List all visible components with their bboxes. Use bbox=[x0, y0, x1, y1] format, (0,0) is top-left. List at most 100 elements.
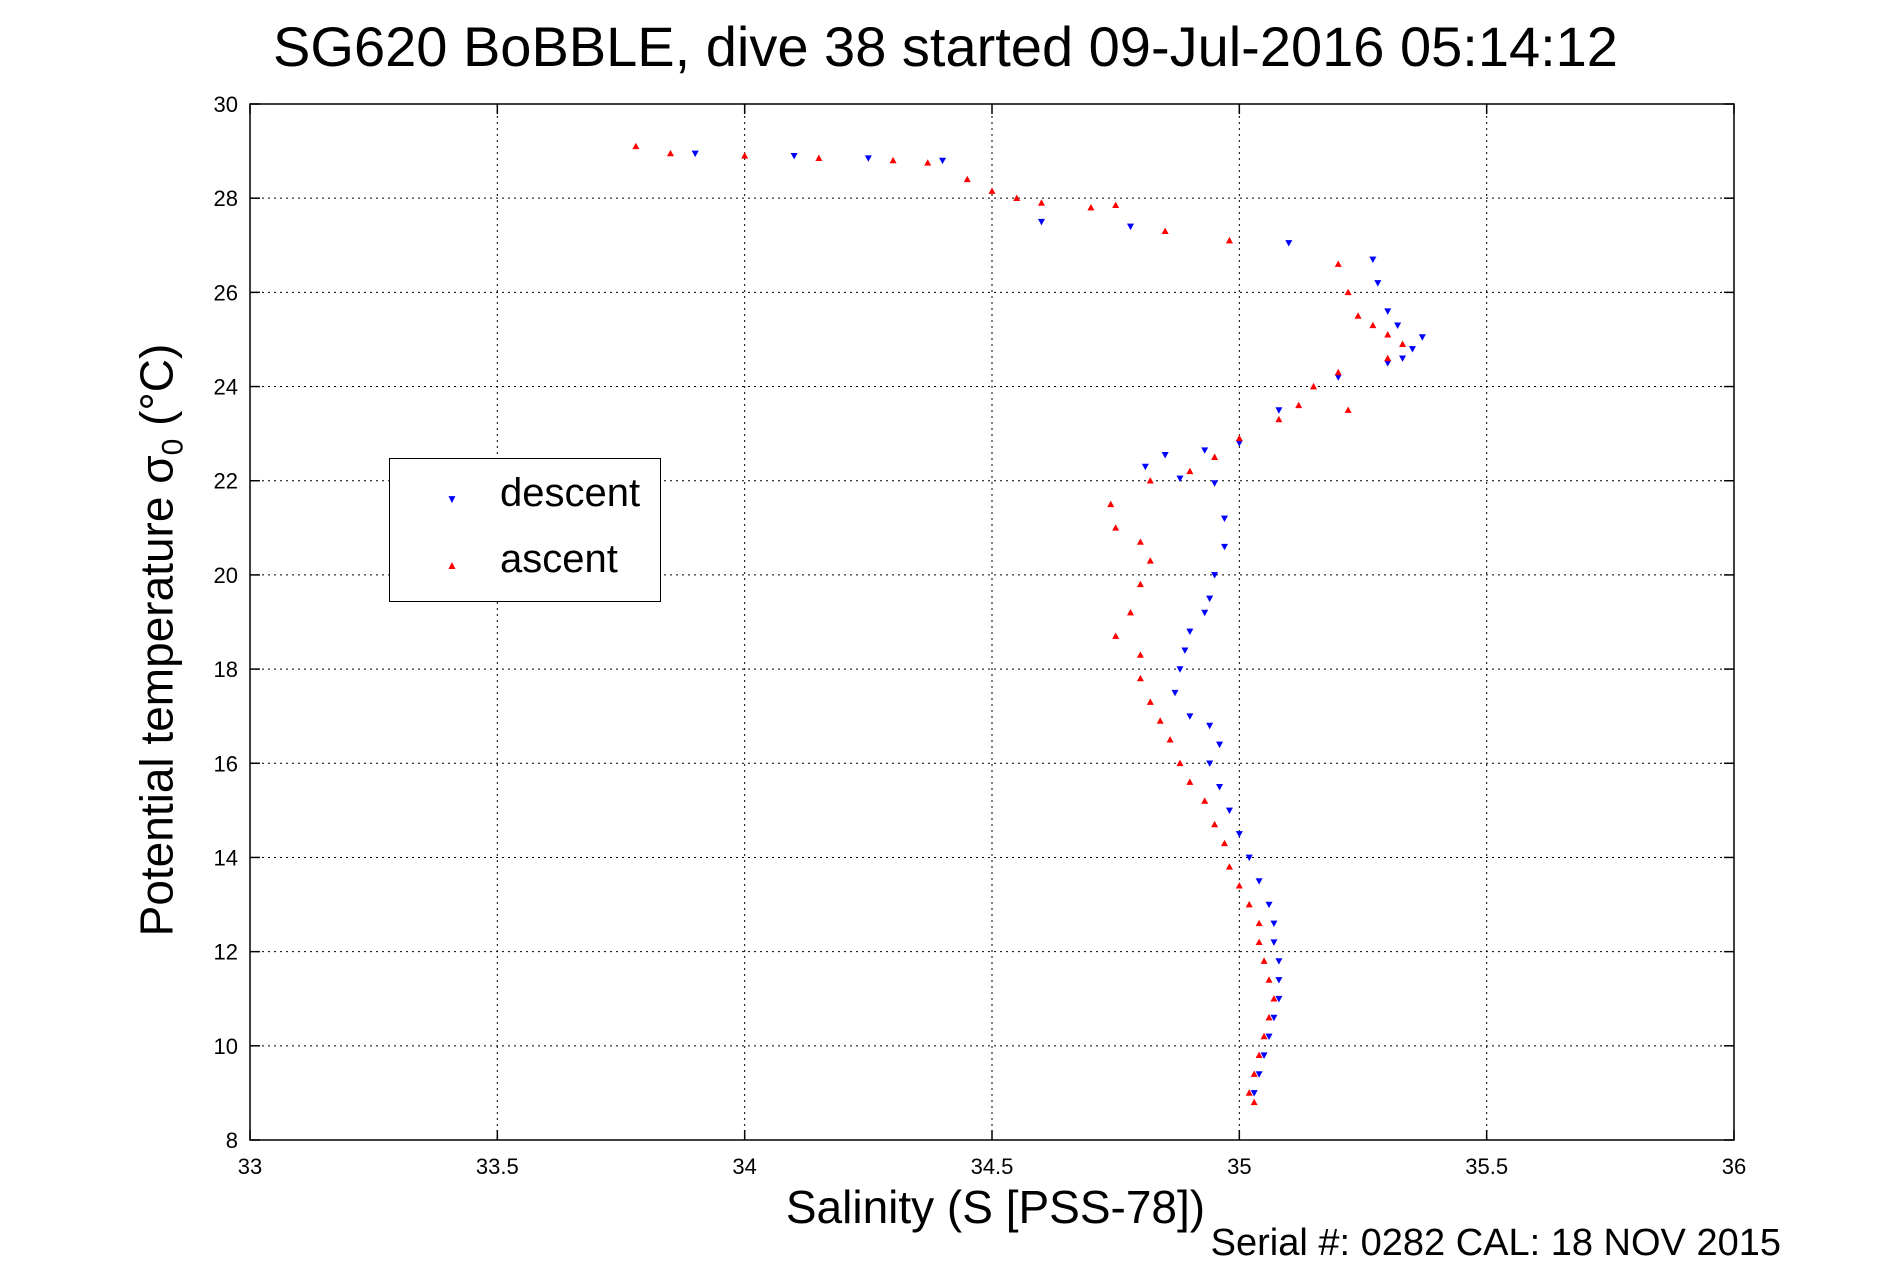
ascent-point bbox=[1013, 194, 1021, 201]
descent-point bbox=[1181, 647, 1189, 654]
descent-point bbox=[864, 155, 872, 162]
ascent-point bbox=[1136, 538, 1144, 545]
descent-point bbox=[1201, 609, 1209, 617]
x-axis-label: Salinity (S [PSS-78]) bbox=[785, 1181, 1206, 1233]
x-tick-label: 34 bbox=[732, 1154, 756, 1179]
descent-point bbox=[1127, 223, 1135, 231]
legend: ▼ descent ▲ ascent bbox=[389, 458, 661, 602]
descent-point bbox=[1369, 256, 1377, 264]
descent-point bbox=[1260, 1052, 1268, 1059]
ascent-point bbox=[741, 152, 749, 159]
descent-point bbox=[1176, 666, 1184, 673]
descent-point bbox=[1186, 628, 1194, 636]
ascent-point bbox=[1250, 1098, 1258, 1106]
ascent-point bbox=[1260, 1032, 1268, 1040]
descent-point bbox=[1225, 807, 1233, 814]
y-tick-label: 28 bbox=[214, 186, 238, 211]
ascent-point bbox=[1250, 1070, 1258, 1077]
ascent-point bbox=[1186, 778, 1194, 785]
x-tick-label: 36 bbox=[1722, 1154, 1746, 1179]
ascent-point bbox=[924, 159, 932, 166]
ascent-point bbox=[1225, 236, 1233, 244]
descent-point bbox=[1211, 572, 1219, 579]
descent-point bbox=[1275, 995, 1283, 1003]
ascent-point bbox=[1265, 976, 1273, 983]
ascent-point bbox=[1146, 557, 1154, 564]
descent-point bbox=[1186, 713, 1194, 720]
legend-label-ascent: ascent bbox=[500, 537, 618, 581]
ascent-point bbox=[1211, 820, 1219, 828]
descent-point bbox=[1285, 240, 1293, 247]
descent-point bbox=[1275, 977, 1283, 984]
descent-point bbox=[1141, 463, 1149, 471]
axis-ticks: 33 33.5 34 34.5 35 35.5 36 8 10 12 14 16 18 20 22 24 26 2… bbox=[214, 92, 1747, 1179]
ascent-point bbox=[1127, 608, 1135, 616]
ascent-point bbox=[1369, 321, 1377, 329]
ascent-point bbox=[1112, 201, 1120, 209]
descent-point bbox=[1206, 722, 1214, 730]
ascent-point bbox=[1112, 524, 1120, 531]
ascent-point bbox=[1211, 453, 1219, 460]
ascent-point bbox=[1176, 759, 1184, 767]
ascent-point bbox=[1384, 331, 1392, 338]
descent-point bbox=[1211, 480, 1219, 487]
ascent-point bbox=[1166, 736, 1174, 743]
descent-point bbox=[1384, 360, 1392, 367]
ascent-point bbox=[889, 156, 897, 164]
descent-point bbox=[1275, 958, 1283, 965]
ascent-point bbox=[1255, 919, 1263, 927]
y-tick-label: 8 bbox=[226, 1128, 238, 1153]
descent-point bbox=[1334, 374, 1342, 381]
y-tick-label: 18 bbox=[214, 657, 238, 682]
descent-point bbox=[1270, 1014, 1278, 1022]
ascent-point bbox=[1384, 354, 1392, 362]
ascent-point bbox=[1255, 938, 1263, 946]
ascent-point bbox=[1220, 839, 1228, 847]
ascent-point bbox=[963, 175, 971, 183]
descent-point bbox=[1394, 322, 1402, 329]
descent-point bbox=[1206, 760, 1214, 767]
legend-label-descent: descent bbox=[500, 471, 641, 515]
descent-point bbox=[1265, 901, 1273, 909]
descent-point bbox=[1418, 334, 1426, 341]
y-tick-label: 22 bbox=[214, 469, 238, 494]
x-tick-label: 35.5 bbox=[1465, 1154, 1508, 1179]
x-tick-label: 33.5 bbox=[476, 1154, 519, 1179]
ascent-point bbox=[1235, 434, 1243, 442]
descent-point bbox=[1399, 355, 1407, 362]
descent-point bbox=[1374, 280, 1382, 287]
legend-item-descent: ▼ descent bbox=[390, 469, 660, 529]
ascent-point bbox=[666, 149, 674, 157]
y-tick-label: 24 bbox=[214, 375, 238, 400]
ascent-marker-icon: ▲ bbox=[446, 558, 458, 572]
grid-lines bbox=[249, 103, 1735, 1141]
descent-point bbox=[1255, 878, 1263, 885]
ascent-point bbox=[1260, 957, 1268, 964]
ascent-point bbox=[1136, 674, 1144, 682]
descent-point bbox=[1161, 452, 1169, 459]
ascent-point bbox=[1037, 199, 1045, 206]
ascent-point bbox=[1146, 698, 1154, 705]
descent-point bbox=[1176, 475, 1184, 482]
y-tick-label: 26 bbox=[214, 280, 238, 305]
descent-point bbox=[1270, 920, 1278, 928]
ascent-point bbox=[1087, 203, 1095, 211]
ascent-point bbox=[1275, 415, 1283, 423]
ascent-point bbox=[1310, 382, 1318, 390]
y-axis-label: Potential temperature σ0 (°C) bbox=[130, 343, 190, 937]
y-tick-label: 12 bbox=[214, 940, 238, 965]
ascent-point bbox=[1399, 340, 1407, 347]
ascent-point bbox=[1225, 863, 1233, 870]
ascent-point bbox=[1334, 368, 1342, 376]
descent-point bbox=[691, 150, 699, 158]
y-tick-label: 30 bbox=[214, 92, 238, 117]
x-tick-label: 34.5 bbox=[971, 1154, 1014, 1179]
descent-point bbox=[1384, 308, 1392, 315]
descent-point bbox=[1275, 407, 1283, 414]
ascent-point bbox=[1136, 651, 1144, 658]
ascent-point bbox=[1245, 900, 1253, 908]
serial-cal-footer: Serial #: 0282 CAL: 18 NOV 2015 bbox=[1210, 1222, 1781, 1264]
descent-point bbox=[1216, 741, 1224, 749]
descent-point bbox=[1245, 854, 1253, 862]
